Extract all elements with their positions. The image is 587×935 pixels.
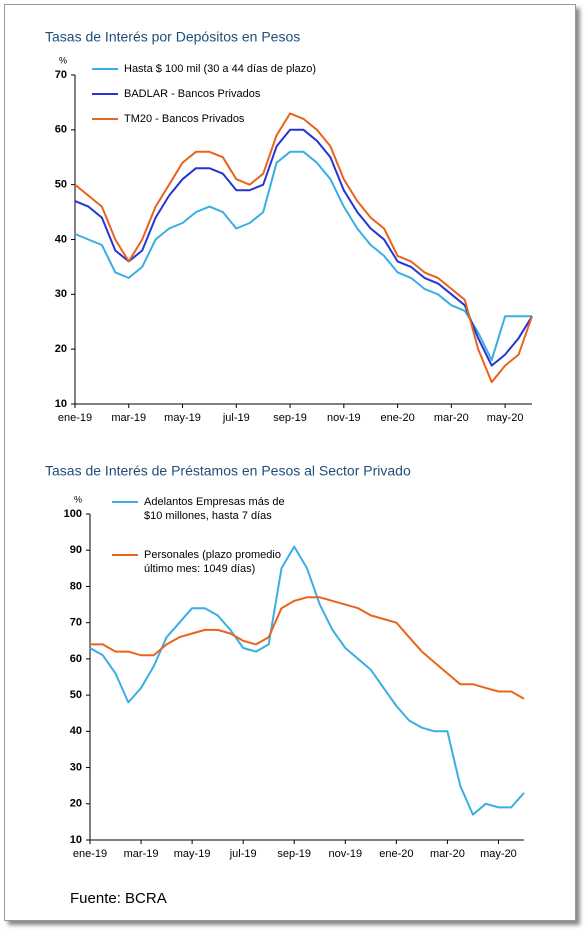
frame bbox=[4, 4, 576, 921]
y-tick-label: 40 bbox=[55, 233, 67, 245]
y-tick-label: 100 bbox=[64, 508, 82, 520]
x-tick-label: may-19 bbox=[164, 412, 201, 424]
legend-swatch bbox=[112, 554, 138, 556]
y-tick-label: 90 bbox=[70, 544, 82, 556]
x-tick-label: jul-19 bbox=[222, 412, 250, 424]
y-tick-label: 20 bbox=[55, 343, 67, 355]
x-tick-label: may-20 bbox=[487, 412, 524, 424]
y-tick-label: 30 bbox=[55, 288, 67, 300]
y-tick-label: 50 bbox=[55, 179, 67, 191]
x-tick-label: sep-19 bbox=[277, 848, 311, 860]
legend-label: Hasta $ 100 mil (30 a 44 días de plazo) bbox=[124, 63, 317, 75]
legend-label: BADLAR - Bancos Privados bbox=[124, 88, 261, 100]
x-tick-label: nov-19 bbox=[328, 848, 362, 860]
legend-swatch bbox=[92, 118, 118, 120]
legend-swatch bbox=[92, 68, 118, 70]
x-tick-label: sep-19 bbox=[273, 412, 307, 424]
series-line bbox=[90, 596, 525, 700]
x-tick-label: may-20 bbox=[480, 848, 517, 860]
series-line bbox=[74, 150, 532, 362]
y-tick-label: 50 bbox=[70, 689, 82, 701]
series-line bbox=[74, 112, 533, 384]
legend-swatch bbox=[112, 501, 138, 503]
y-tick-label: 80 bbox=[70, 580, 82, 592]
x-tick-label: ene-19 bbox=[73, 848, 107, 860]
y-unit: % bbox=[59, 55, 67, 65]
y-tick-label: 10 bbox=[70, 834, 82, 846]
legend-label: Adelantos Empresas más de $10 millones, … bbox=[144, 496, 285, 522]
legend-label: Personales (plazo promedio último mes: 1… bbox=[144, 549, 281, 575]
chart-title: Tasas de Interés por Depósitos en Pesos bbox=[45, 29, 300, 45]
x-tick-label: ene-20 bbox=[379, 848, 413, 860]
x-tick-label: nov-19 bbox=[327, 412, 361, 424]
source-note: Fuente: BCRA bbox=[70, 890, 167, 907]
chart-title: Tasas de Interés de Préstamos en Pesos a… bbox=[45, 463, 411, 479]
y-tick-label: 70 bbox=[55, 69, 67, 81]
legend-label: TM20 - Bancos Privados bbox=[124, 113, 245, 125]
x-tick-label: ene-19 bbox=[58, 412, 92, 424]
y-tick-label: 10 bbox=[55, 398, 67, 410]
x-tick-label: may-19 bbox=[174, 848, 211, 860]
x-tick-label: mar-20 bbox=[430, 848, 465, 860]
legend-swatch bbox=[92, 93, 118, 95]
x-tick-label: mar-20 bbox=[434, 412, 469, 424]
x-tick-label: mar-19 bbox=[111, 412, 146, 424]
y-tick-label: 30 bbox=[70, 761, 82, 773]
y-tick-label: 70 bbox=[70, 617, 82, 629]
series-line bbox=[74, 128, 533, 367]
x-tick-label: mar-19 bbox=[124, 848, 159, 860]
series-line bbox=[89, 545, 525, 816]
x-tick-label: ene-20 bbox=[380, 412, 414, 424]
y-unit: % bbox=[74, 494, 82, 504]
y-tick-label: 40 bbox=[70, 725, 82, 737]
y-tick-label: 60 bbox=[55, 124, 67, 136]
x-tick-label: jul-19 bbox=[229, 848, 257, 860]
y-tick-label: 60 bbox=[70, 653, 82, 665]
y-tick-label: 20 bbox=[70, 798, 82, 810]
